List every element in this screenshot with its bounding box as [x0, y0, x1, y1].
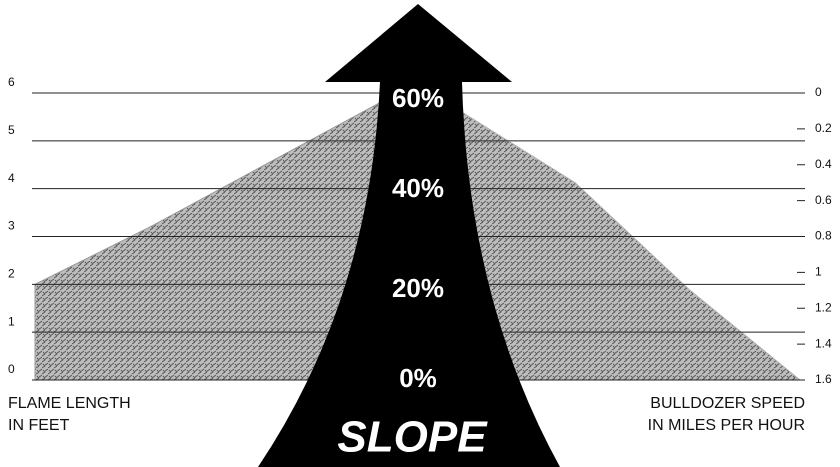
slope-arrow [258, 4, 560, 467]
slope-label: 20% [392, 273, 444, 303]
y2-tick-label: 0.8 [815, 229, 832, 243]
y-tick-label: 1 [8, 314, 15, 328]
slope-label: 40% [392, 173, 444, 203]
y2-tick-label: 0 [815, 85, 822, 99]
y-tick-label: 2 [8, 267, 15, 281]
slope-label: 60% [392, 83, 444, 113]
y-tick-label: 4 [8, 171, 15, 185]
y-tick-label: 0 [8, 362, 15, 376]
right-axis-label: IN MILES PER HOUR [648, 417, 805, 434]
y-tick-label: 5 [8, 123, 15, 137]
y-tick-label: 3 [8, 219, 15, 233]
left-axis-label: IN FEET [8, 417, 70, 434]
y2-tick-label: 0.4 [815, 157, 832, 171]
left-axis-label: FLAME LENGTH [8, 395, 131, 412]
slope-title: SLOPE [337, 413, 488, 462]
y2-tick-label: 1 [815, 265, 822, 279]
y2-tick-label: 0.2 [815, 121, 832, 135]
y2-tick-label: 1.2 [815, 300, 832, 314]
y-tick-label: 6 [8, 75, 15, 89]
y2-tick-label: 0.6 [815, 193, 832, 207]
y2-tick-label: 1.4 [815, 336, 832, 350]
y2-tick-label: 1.6 [815, 372, 832, 386]
area [459, 110, 802, 381]
right-axis-label: BULLDOZER SPEED [650, 395, 805, 412]
slope-label: 0% [399, 363, 437, 393]
